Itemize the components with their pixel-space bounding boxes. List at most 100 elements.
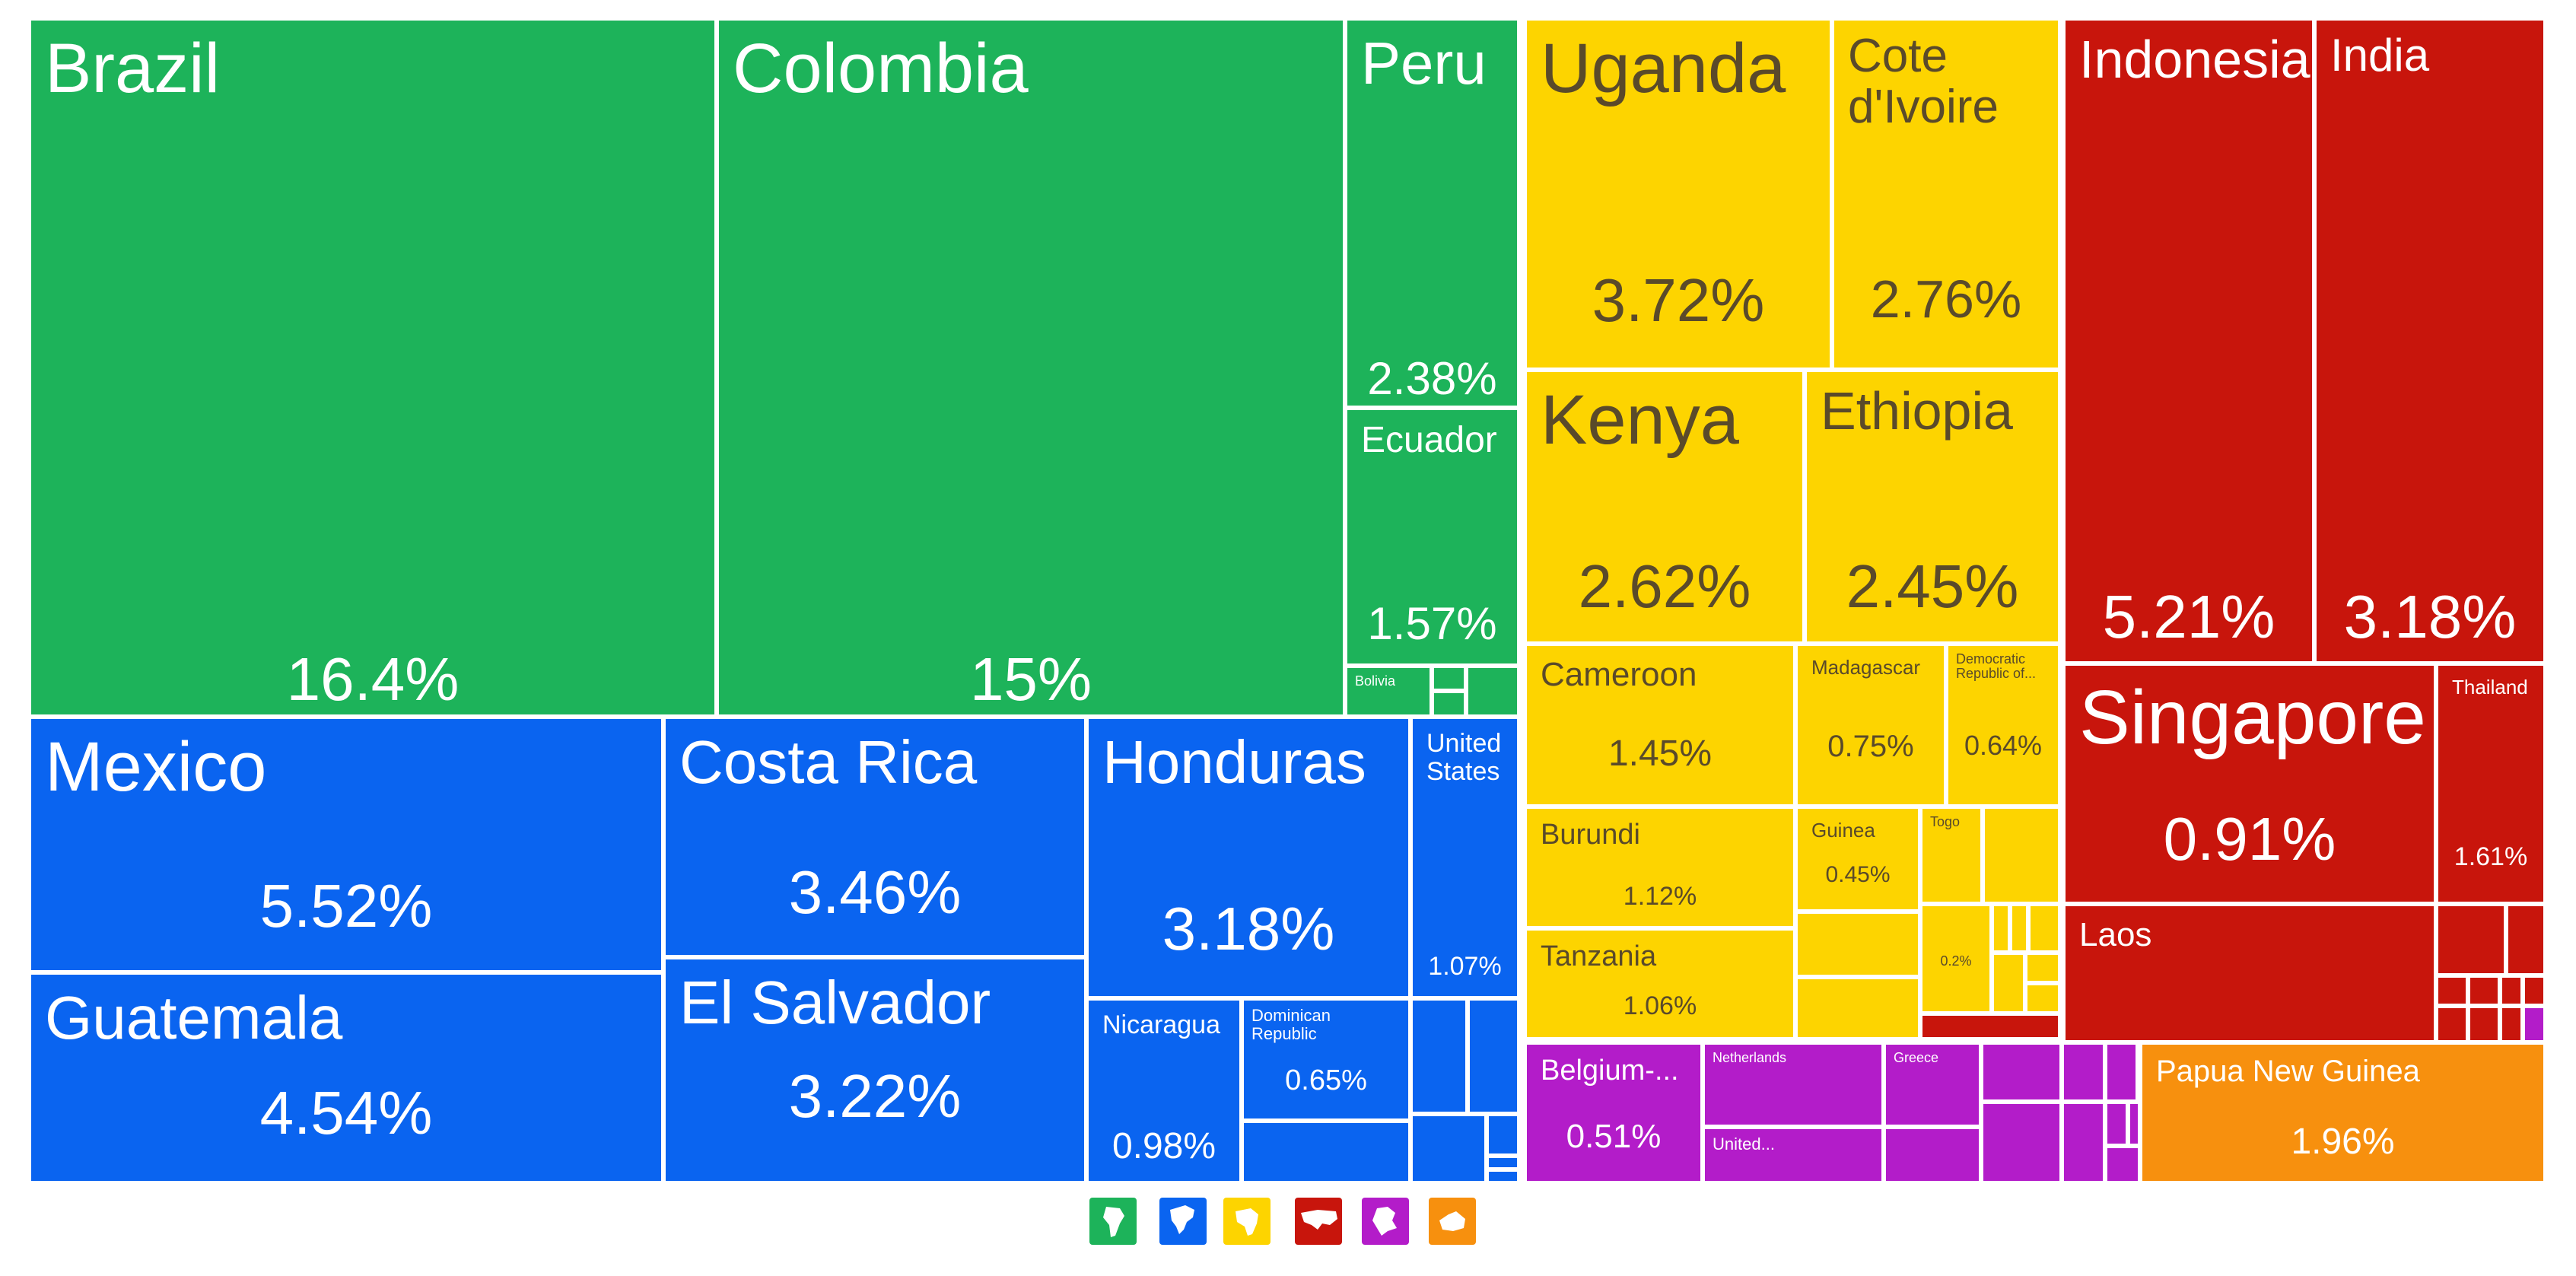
tile-value: 0.2%	[1940, 953, 1972, 969]
tile-minor[interactable]	[1487, 1156, 1519, 1169]
tile-minor[interactable]	[1795, 977, 1920, 1039]
tile-minor[interactable]	[2500, 1006, 2523, 1042]
tile-minor[interactable]	[1468, 998, 1519, 1114]
tile-minor[interactable]	[1795, 912, 1920, 977]
tile-label: Guatemala	[45, 984, 343, 1052]
tile-minor[interactable]	[1981, 1102, 2062, 1183]
tile-madagascar[interactable]: Madagascar 0.75%	[1795, 644, 1946, 807]
tile-laos[interactable]: Laos	[2063, 904, 2436, 1042]
tile-nicaragua[interactable]: Nicaragua 0.98%	[1086, 998, 1242, 1183]
tile-minor[interactable]	[2025, 953, 2060, 983]
tile-united[interactable]: United...	[1703, 1127, 1884, 1183]
tile-ecuador[interactable]: Ecuador 1.57%	[1345, 408, 1519, 666]
tile-label: Bolivia	[1355, 673, 1396, 689]
tile-label: Democratic Republic of...	[1956, 651, 2037, 682]
tile-honduras[interactable]: Honduras 3.18%	[1086, 717, 1410, 998]
tile-guinea[interactable]: Guinea 0.45%	[1795, 807, 1920, 912]
tile-value: 15%	[969, 645, 1092, 713]
tile-ethiopia[interactable]: Ethiopia 2.45%	[1805, 370, 2060, 644]
tile-brazil[interactable]: Brazil 16.4%	[29, 18, 717, 717]
tile-india[interactable]: India 3.18%	[2314, 18, 2546, 663]
tile-togo[interactable]: Togo	[1920, 807, 1983, 904]
tile-uganda[interactable]: Uganda 3.72%	[1525, 18, 1832, 370]
legend-oceania[interactable]	[1429, 1198, 1476, 1245]
tile-label: Mexico	[45, 728, 267, 806]
tile-value: 0.65%	[1285, 1064, 1367, 1096]
tile-bolivia[interactable]: Bolivia	[1345, 666, 1432, 717]
tile-minor[interactable]	[2506, 904, 2546, 975]
tile-minor[interactable]	[2468, 1006, 2500, 1042]
tile-minor[interactable]	[2105, 1102, 2128, 1146]
tile-cameroon[interactable]: Cameroon 1.45%	[1525, 644, 1795, 807]
tile-value: 5.52%	[259, 872, 433, 940]
tile-singapore[interactable]: Singapore 0.91%	[2063, 663, 2436, 904]
tile-indonesia[interactable]: Indonesia 5.21%	[2063, 18, 2314, 663]
legend-africa[interactable]	[1223, 1198, 1271, 1245]
tile-colombia[interactable]: Colombia 15%	[717, 18, 1345, 717]
tile-minor[interactable]	[1466, 666, 1519, 717]
asia-icon	[1301, 1210, 1337, 1230]
europe-icon	[1372, 1207, 1397, 1236]
tile-belgium[interactable]: Belgium-... 0.51%	[1525, 1042, 1703, 1183]
tile-minor[interactable]	[2062, 1102, 2105, 1183]
legend-south-america[interactable]	[1089, 1198, 1137, 1245]
tile-minor[interactable]	[2105, 1146, 2140, 1183]
legend-europe[interactable]	[1362, 1198, 1409, 1245]
tile-value: 1.45%	[1608, 733, 1713, 774]
tile-minor[interactable]	[2062, 1042, 2105, 1102]
tile-minor[interactable]	[2105, 1042, 2138, 1102]
tile-minor[interactable]	[1992, 904, 2010, 953]
tile-el-salvador[interactable]: El Salvador 3.22%	[663, 957, 1086, 1183]
tile-thailand[interactable]: Thailand 1.61%	[2436, 663, 2546, 904]
tile-guatemala[interactable]: Guatemala 4.54%	[29, 972, 663, 1183]
tile-label: Brazil	[45, 30, 221, 107]
tile-label: Burundi	[1541, 819, 1640, 851]
tile-label: United...	[1713, 1134, 1775, 1153]
tile-minor[interactable]	[2025, 983, 2060, 1013]
tile-mexico[interactable]: Mexico 5.52%	[29, 717, 663, 972]
tile-minor[interactable]	[1487, 1114, 1519, 1156]
tile-label: Colombia	[733, 30, 1029, 107]
legend-north-america[interactable]	[1159, 1198, 1207, 1245]
tile-democratic-republic-of[interactable]: Democratic Republic of... 0.64%	[1946, 644, 2060, 807]
tile-minor[interactable]	[2523, 975, 2546, 1006]
tile-minor[interactable]	[1983, 807, 2060, 904]
tile-kenya[interactable]: Kenya 2.62%	[1525, 370, 1805, 644]
tile-minor[interactable]	[1432, 666, 1466, 691]
tile-label: Uganda	[1541, 30, 1786, 107]
tile-minor[interactable]	[2028, 904, 2060, 953]
tile-minor[interactable]	[1992, 953, 2025, 1013]
tile-minor[interactable]	[1884, 1127, 1981, 1183]
tile-minor[interactable]	[1242, 1121, 1410, 1183]
tile-united-states[interactable]: United States 1.07%	[1410, 717, 1519, 998]
tile-minor[interactable]	[1487, 1169, 1519, 1183]
tile-netherlands[interactable]: Netherlands	[1703, 1042, 1884, 1127]
tile-papua-new-guinea[interactable]: Papua New Guinea 1.96%	[2140, 1042, 2546, 1183]
tile-burundi[interactable]: Burundi 1.12%	[1525, 807, 1795, 928]
legend-asia[interactable]	[1295, 1198, 1342, 1245]
tile-minor[interactable]	[2500, 975, 2523, 1006]
tile-dominican-republic[interactable]: Dominican Republic 0.65%	[1242, 998, 1410, 1121]
tile-vietnam[interactable]	[1920, 1013, 2060, 1039]
tile-minor[interactable]	[2436, 975, 2468, 1006]
tile-germany[interactable]	[2523, 1006, 2546, 1042]
tile-minor[interactable]	[2010, 904, 2028, 953]
tile-minor[interactable]	[2436, 904, 2506, 975]
tile-minor[interactable]	[1981, 1042, 2062, 1102]
tile-minor[interactable]	[2436, 1006, 2468, 1042]
north-america-icon	[1170, 1205, 1194, 1234]
tile-value: 1.12%	[1623, 882, 1697, 911]
tile-peru[interactable]: Peru 2.38%	[1345, 18, 1519, 408]
tile-minor[interactable]	[1410, 998, 1468, 1114]
tile-label: Madagascar	[1811, 656, 1921, 679]
tile-greece[interactable]: Greece	[1884, 1042, 1981, 1127]
tile-minor[interactable]	[1432, 691, 1466, 717]
tile-minor[interactable]	[1410, 1114, 1487, 1183]
tile-costa-rica[interactable]: Costa Rica 3.46%	[663, 717, 1086, 957]
tile-minor[interactable]: 0.2%	[1920, 904, 1992, 1013]
tile-minor[interactable]	[2468, 975, 2500, 1006]
tile-cote-d-ivoire[interactable]: Cote d'Ivoire 2.76%	[1832, 18, 2060, 370]
tile-label: Guinea	[1811, 819, 1875, 842]
tile-tanzania[interactable]: Tanzania 1.06%	[1525, 928, 1795, 1039]
tile-minor[interactable]	[2128, 1102, 2140, 1146]
